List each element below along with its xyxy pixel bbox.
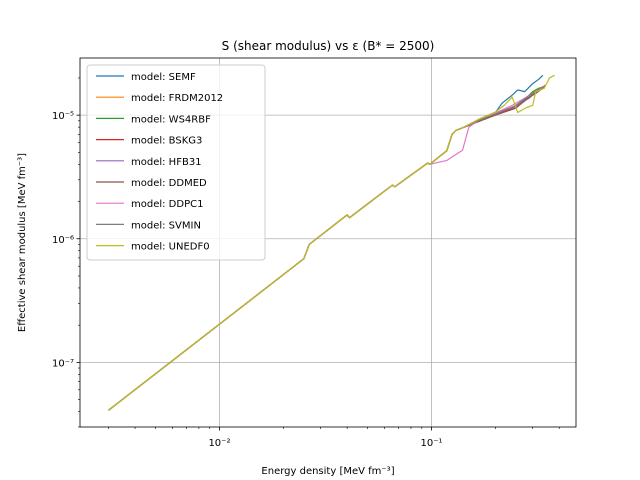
legend-label-ws4rbf: model: WS4RBF bbox=[131, 114, 211, 125]
legend-label-semf: model: SEMF bbox=[131, 72, 196, 83]
legend-label-ddmed: model: DDMED bbox=[131, 178, 207, 189]
plot-frame bbox=[79, 57, 577, 428]
legend-label-bskg3: model: BSKG3 bbox=[131, 136, 202, 147]
legend: model: SEMF model: FRDM2012 model: WS4RBF m… bbox=[86, 64, 266, 261]
y-tick-label: 10⁻⁵ bbox=[52, 111, 74, 122]
x-tick-label: 10⁻¹ bbox=[421, 438, 443, 449]
y-tick-label: 10⁻⁶ bbox=[52, 235, 74, 246]
axis-ticks: 10⁻² 10⁻¹ 10⁻⁷ 10⁻⁶ 10⁻⁵ bbox=[52, 77, 560, 449]
y-tick-label: 10⁻⁷ bbox=[52, 358, 74, 369]
legend-label-frdm2012: model: FRDM2012 bbox=[131, 93, 223, 104]
legend-label-svmin: model: SVMIN bbox=[131, 220, 201, 231]
legend-box bbox=[86, 64, 266, 261]
legend-label-hfb31: model: HFB31 bbox=[131, 157, 202, 168]
x-axis-label: Energy density [MeV fm⁻³] bbox=[261, 466, 394, 477]
series-line-unedf0 bbox=[108, 74, 555, 411]
legend-label-ddpc1: model: DDPC1 bbox=[131, 199, 203, 210]
x-tick-label: 10⁻² bbox=[208, 438, 230, 449]
y-axis-label: Effective shear modulus [MeV fm⁻³] bbox=[17, 153, 28, 332]
legend-label-unedf0: model: UNEDF0 bbox=[131, 242, 210, 253]
chart-title: S (shear modulus) vs ε (B* = 2500) bbox=[222, 39, 435, 53]
series-lines bbox=[108, 74, 555, 411]
